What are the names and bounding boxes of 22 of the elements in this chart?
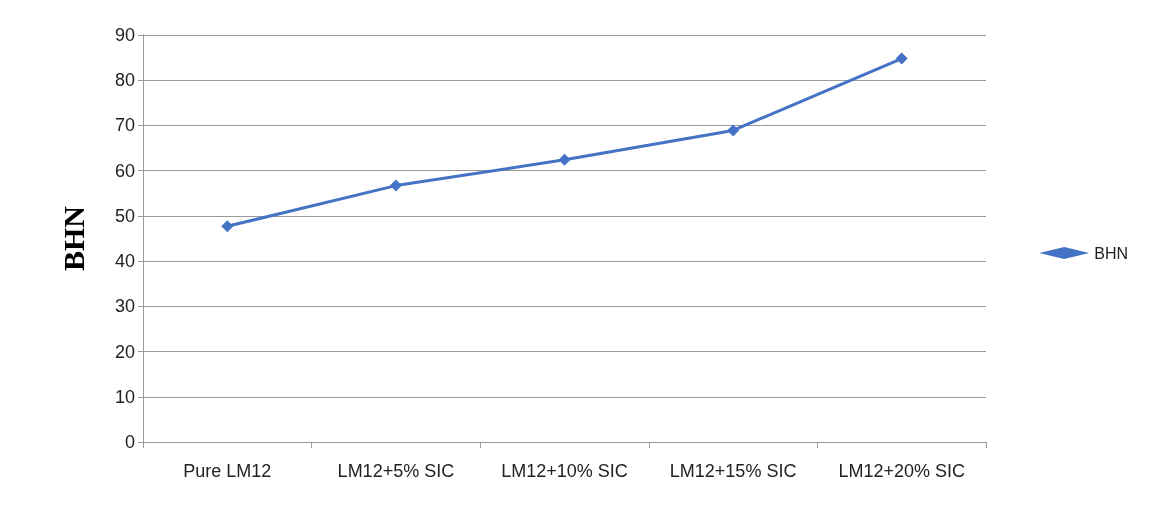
point <box>558 153 571 166</box>
x-tick-label: LM12+20% SIC <box>838 461 965 481</box>
y-tick-label: 0 <box>124 432 135 452</box>
legend-label: BHN <box>1094 244 1128 262</box>
point <box>895 52 908 65</box>
x-tick-label: LM12+5% SIC <box>337 461 455 481</box>
y-tick-label: 60 <box>114 160 135 181</box>
x-tick-label: Pure LM12 <box>183 461 272 481</box>
y-axis-title: BHN <box>56 205 90 272</box>
y-tick-label: 10 <box>114 386 135 407</box>
y-tick-label: 40 <box>114 251 135 272</box>
y-tick-label: 90 <box>114 25 135 45</box>
y-tick-label: 30 <box>114 296 135 317</box>
x-tick-label: LM12+15% SIC <box>669 461 797 481</box>
y-tick-label: 50 <box>114 205 135 226</box>
y-tick-label: 70 <box>114 115 135 136</box>
point <box>221 220 234 233</box>
point <box>389 179 402 192</box>
point <box>727 124 740 137</box>
y-tick-label: 20 <box>114 341 135 362</box>
y-tick-label: 80 <box>114 70 135 91</box>
x-tick-label: LM12+10% SIC <box>501 461 628 481</box>
